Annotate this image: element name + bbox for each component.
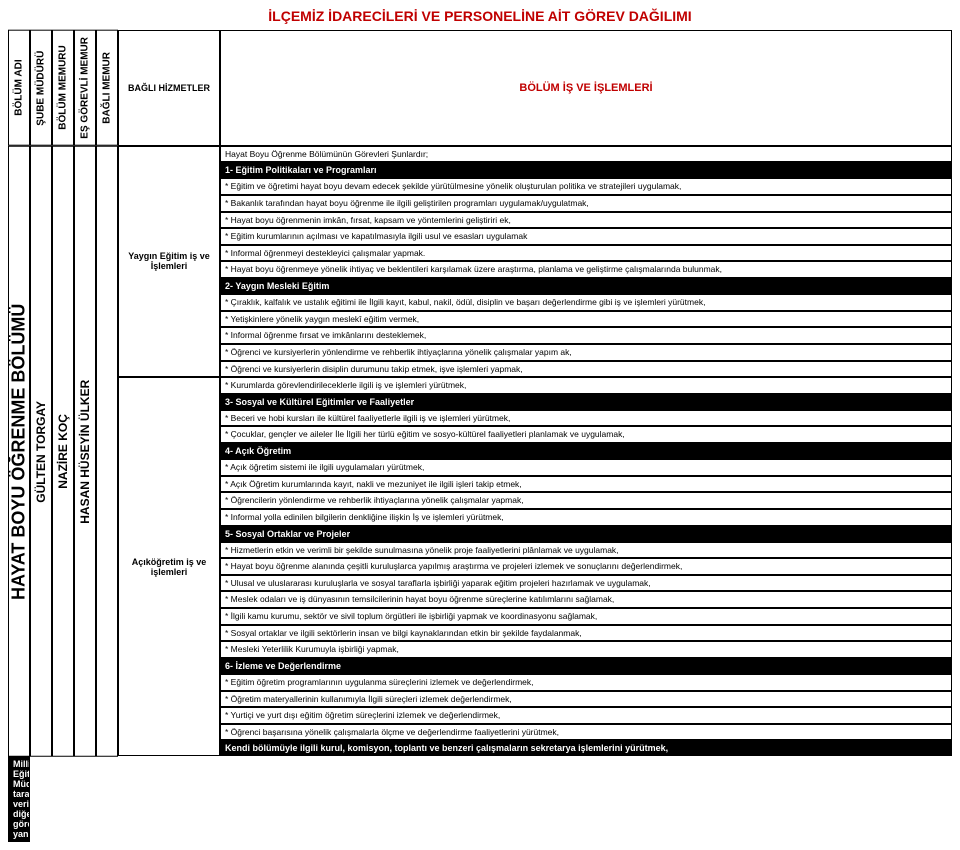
hdr-bolum-adi: BÖLÜM ADI bbox=[8, 30, 30, 146]
hdr-es-gorevli: EŞ GÖREVLİ MEMUR bbox=[74, 30, 96, 146]
task-row: * Açık Öğretim kurumlarında kayıt, nakli… bbox=[220, 476, 952, 493]
task-row: * Öğrencilerin yönlendirme ve rehberlik … bbox=[220, 492, 952, 509]
page-title: İLÇEMİZ İDARECİLERİ VE PERSONELİNE AİT G… bbox=[8, 8, 952, 24]
cell-bagli-memur bbox=[96, 146, 118, 757]
task-row: * Hayat boyu öğrenmenin imkân, fırsat, k… bbox=[220, 212, 952, 229]
task-row: * Eğitim öğretim programlarının uygulanm… bbox=[220, 674, 952, 691]
cell-hizmet1: Yaygın Eğitim iş ve İşlemleri bbox=[118, 146, 220, 378]
task-row: * Eğitim kurumlarının açılması ve kapatı… bbox=[220, 228, 952, 245]
task-row: * Açık öğretim sistemi ile ilgili uygula… bbox=[220, 459, 952, 476]
task-intro: Hayat Boyu Öğrenme Bölümünün Görevleri Ş… bbox=[220, 146, 952, 163]
task-row: * Çocuklar, gençler ve aileler İle İlgil… bbox=[220, 426, 952, 443]
task-row: * Hayat boyu öğrenme alanında çeşitli ku… bbox=[220, 558, 952, 575]
task-row: * Mesleki Yeterlilik Kurumuyla işbirliği… bbox=[220, 641, 952, 658]
section-3-hdr: 3- Sosyal ve Kültürel Eğitimler ve Faali… bbox=[220, 394, 952, 410]
task-row: * Hizmetlerin etkin ve verimli bir şekil… bbox=[220, 542, 952, 559]
task-row: * Öğrenci başarısına yönelik çalışmalarl… bbox=[220, 724, 952, 741]
hdr-bagli-memur: BAĞLI MEMUR bbox=[96, 30, 118, 146]
task-row: * Öğrenci ve kursiyerlerin yönlendirme v… bbox=[220, 344, 952, 361]
task-row: * Kurumlarda görevlendirileceklerle ilgi… bbox=[220, 377, 952, 394]
cell-bolum-memuru: NAZİRE KOÇ bbox=[52, 146, 74, 757]
cell-sube-muduru: GÜLTEN TORGAY bbox=[30, 146, 52, 757]
task-row: * Bakanlık tarafından hayat boyu öğrenme… bbox=[220, 195, 952, 212]
task-row: * Informal öğrenme fırsat ve imkânlarını… bbox=[220, 327, 952, 344]
cell-bolum-adi: HAYAT BOYU ÖĞRENME BÖLÜMÜ bbox=[8, 146, 30, 757]
task-row: * Sosyal ortaklar ve ilgili sektörlerin … bbox=[220, 625, 952, 642]
task-row: * Meslek odaları ve iş dünyasının temsil… bbox=[220, 591, 952, 608]
task-row: * Çıraklık, kalfalık ve ustalık eğitimi … bbox=[220, 294, 952, 311]
cell-es-gorevli: HASAN HÜSEYİN ÜLKER bbox=[74, 146, 96, 757]
footer-row-2: Milli Eğitim Müdürü tarafından verilen d… bbox=[8, 756, 30, 842]
section-6-hdr: 6- İzleme ve Değerlendirme bbox=[220, 658, 952, 674]
task-row: * İlgili kamu kurumu, sektör ve sivil to… bbox=[220, 608, 952, 625]
hdr-bagli-hizmetler: BAĞLI HİZMETLER bbox=[118, 30, 220, 146]
task-row: * Eğitim ve öğretimi hayat boyu devam ed… bbox=[220, 178, 952, 195]
hdr-sube-muduru: ŞUBE MÜDÜRÜ bbox=[30, 30, 52, 146]
hdr-tasks: BÖLÜM İŞ VE İŞLEMLERİ bbox=[220, 30, 952, 146]
footer-row-1: Kendi bölümüyle ilgili kurul, komisyon, … bbox=[220, 740, 952, 756]
task-row: * Informal yolla edinilen bilgilerin den… bbox=[220, 509, 952, 526]
task-row: * Yurtiçi ve yurt dışı eğitim öğretim sü… bbox=[220, 707, 952, 724]
task-row: * Hayat boyu öğrenmeye yönelik ihtiyaç v… bbox=[220, 261, 952, 278]
cell-hizmet2: Açıköğretim iş ve işlemleri bbox=[118, 377, 220, 756]
task-row: * Informal öğrenmeyi destekleyici çalışm… bbox=[220, 245, 952, 262]
hdr-bolum-memuru: BÖLÜM MEMURU bbox=[52, 30, 74, 146]
section-1-hdr: 1- Eğitim Politikaları ve Programları bbox=[220, 162, 952, 178]
task-row: * Ulusal ve uluslararası kuruluşlarla ve… bbox=[220, 575, 952, 592]
section-4-hdr: 4- Açık Öğretim bbox=[220, 443, 952, 459]
task-row: * Beceri ve hobi kursları ile kültürel f… bbox=[220, 410, 952, 427]
task-row: * Yetişkinlere yönelik yaygın meslekî eğ… bbox=[220, 311, 952, 328]
task-row: * Öğrenci ve kursiyerlerin disiplin duru… bbox=[220, 361, 952, 378]
section-5-hdr: 5- Sosyal Ortaklar ve Projeler bbox=[220, 526, 952, 542]
main-grid: BÖLÜM ADI ŞUBE MÜDÜRÜ BÖLÜM MEMURU EŞ GÖ… bbox=[8, 30, 952, 842]
section-2-hdr: 2- Yaygın Mesleki Eğitim bbox=[220, 278, 952, 294]
task-row: * Öğretim materyallerinin kullanımıyla İ… bbox=[220, 691, 952, 708]
